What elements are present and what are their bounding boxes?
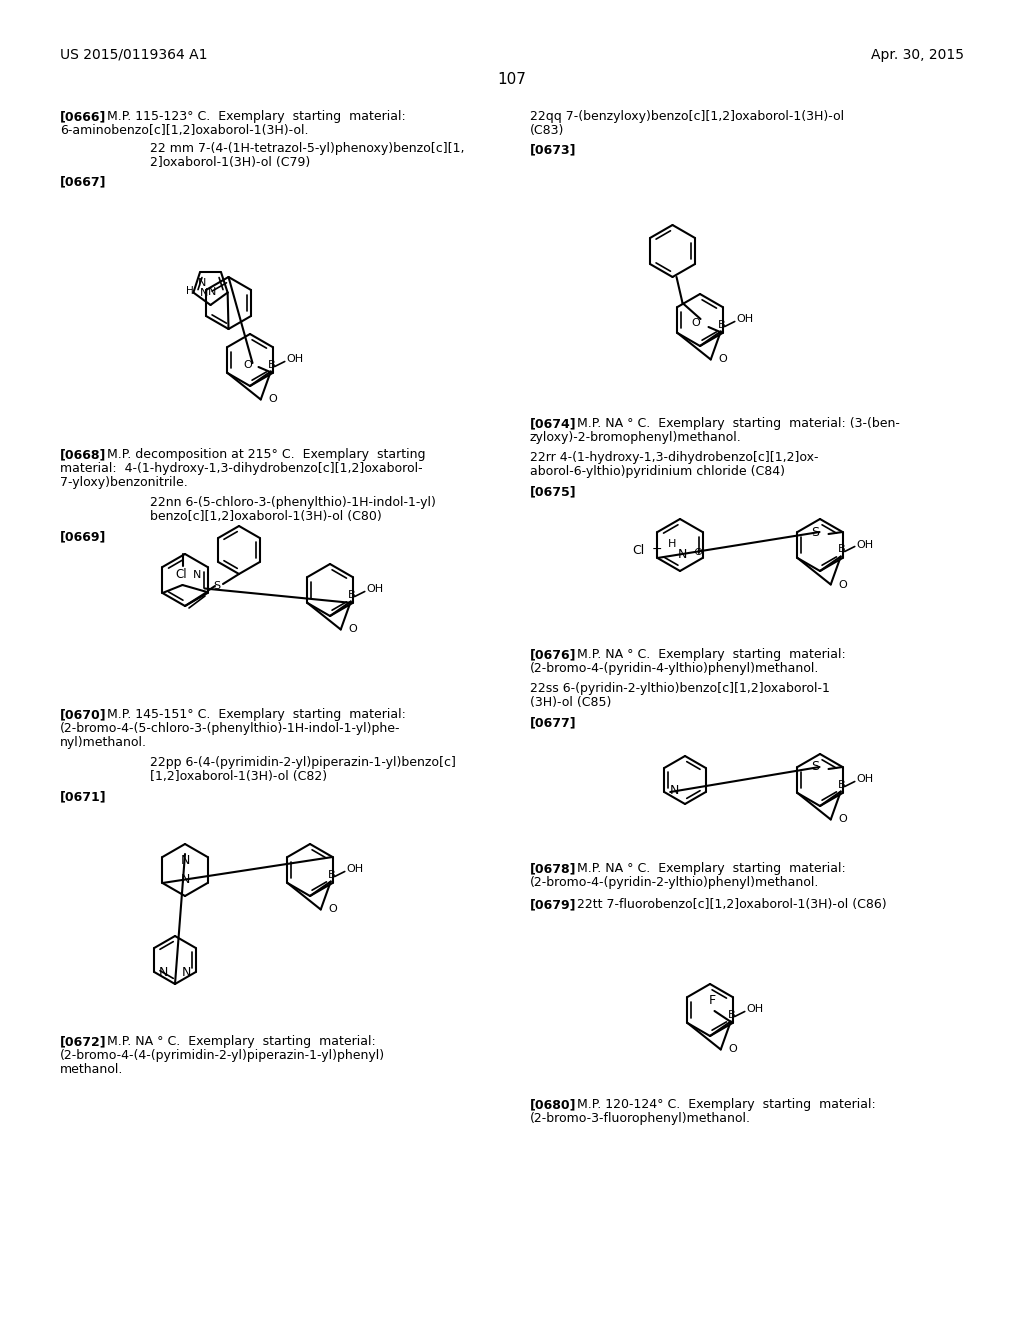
Text: N: N	[180, 873, 189, 886]
Text: B: B	[718, 319, 726, 330]
Text: M.P. 120-124° C.  Exemplary  starting  material:: M.P. 120-124° C. Exemplary starting mate…	[577, 1098, 876, 1111]
Text: N: N	[180, 854, 189, 867]
Text: M.P. NA ° C.  Exemplary  starting  material:: M.P. NA ° C. Exemplary starting material…	[577, 648, 846, 661]
Text: 2]oxaborol-1(3H)-ol (C79): 2]oxaborol-1(3H)-ol (C79)	[150, 156, 310, 169]
Text: M.P. decomposition at 215° C.  Exemplary  starting: M.P. decomposition at 215° C. Exemplary …	[106, 447, 426, 461]
Text: N: N	[193, 570, 201, 581]
Text: OH: OH	[367, 585, 384, 594]
Text: aborol-6-ylthio)pyridinium chloride (C84): aborol-6-ylthio)pyridinium chloride (C84…	[530, 465, 785, 478]
Text: B: B	[838, 544, 846, 554]
Text: O: O	[839, 814, 848, 825]
Text: [0673]: [0673]	[530, 143, 577, 156]
Text: (2-bromo-4-(5-chloro-3-(phenylthio)-1H-indol-1-yl)phe-: (2-bromo-4-(5-chloro-3-(phenylthio)-1H-i…	[60, 722, 400, 735]
Text: N: N	[159, 965, 169, 978]
Text: OH: OH	[746, 1005, 764, 1015]
Text: 22qq 7-(benzyloxy)benzo[c][1,2]oxaborol-1(3H)-ol: 22qq 7-(benzyloxy)benzo[c][1,2]oxaborol-…	[530, 110, 844, 123]
Text: S: S	[213, 581, 220, 591]
Text: 22tt 7-fluorobenzo[c][1,2]oxaborol-1(3H)-ol (C86): 22tt 7-fluorobenzo[c][1,2]oxaborol-1(3H)…	[577, 898, 887, 911]
Text: (2-bromo-3-fluorophenyl)methanol.: (2-bromo-3-fluorophenyl)methanol.	[530, 1111, 751, 1125]
Text: zyloxy)-2-bromophenyl)methanol.: zyloxy)-2-bromophenyl)methanol.	[530, 432, 741, 444]
Text: [0680]: [0680]	[530, 1098, 577, 1111]
Text: B: B	[838, 780, 846, 789]
Text: [0678]: [0678]	[530, 862, 577, 875]
Text: [0677]: [0677]	[530, 715, 577, 729]
Text: −: −	[652, 543, 663, 556]
Text: F: F	[709, 994, 716, 1007]
Text: B: B	[328, 870, 336, 879]
Text: Cl: Cl	[175, 568, 186, 581]
Text: nyl)methanol.: nyl)methanol.	[60, 737, 147, 748]
Text: OH: OH	[736, 314, 754, 325]
Text: 22ss 6-(pyridin-2-ylthio)benzo[c][1,2]oxaborol-1: 22ss 6-(pyridin-2-ylthio)benzo[c][1,2]ox…	[530, 682, 829, 696]
Text: O: O	[349, 624, 357, 635]
Text: O: O	[268, 395, 278, 404]
Text: M.P. 145-151° C.  Exemplary  starting  material:: M.P. 145-151° C. Exemplary starting mate…	[106, 708, 406, 721]
Text: O: O	[244, 360, 253, 370]
Text: [0669]: [0669]	[60, 531, 106, 543]
Text: 22rr 4-(1-hydroxy-1,3-dihydrobenzo[c][1,2]ox-: 22rr 4-(1-hydroxy-1,3-dihydrobenzo[c][1,…	[530, 451, 818, 465]
Text: US 2015/0119364 A1: US 2015/0119364 A1	[60, 48, 208, 62]
Text: benzo[c][1,2]oxaborol-1(3H)-ol (C80): benzo[c][1,2]oxaborol-1(3H)-ol (C80)	[150, 510, 382, 523]
Text: 22pp 6-(4-(pyrimidin-2-yl)piperazin-1-yl)benzo[c]: 22pp 6-(4-(pyrimidin-2-yl)piperazin-1-yl…	[150, 756, 456, 770]
Text: 7-yloxy)benzonitrile.: 7-yloxy)benzonitrile.	[60, 477, 187, 488]
Text: O: O	[839, 579, 848, 590]
Text: OH: OH	[857, 775, 873, 784]
Text: (2-bromo-4-(4-(pyrimidin-2-yl)piperazin-1-yl)phenyl): (2-bromo-4-(4-(pyrimidin-2-yl)piperazin-…	[60, 1049, 385, 1063]
Text: [0679]: [0679]	[530, 898, 577, 911]
Text: N: N	[208, 286, 217, 297]
Text: 6-aminobenzo[c][1,2]oxaborol-1(3H)-ol.: 6-aminobenzo[c][1,2]oxaborol-1(3H)-ol.	[60, 124, 308, 137]
Text: Cl: Cl	[632, 544, 644, 557]
Text: N: N	[671, 784, 680, 796]
Text: (2-bromo-4-(pyridin-2-ylthio)phenyl)methanol.: (2-bromo-4-(pyridin-2-ylthio)phenyl)meth…	[530, 876, 819, 888]
Text: M.P. 115-123° C.  Exemplary  starting  material:: M.P. 115-123° C. Exemplary starting mate…	[106, 110, 406, 123]
Text: [0672]: [0672]	[60, 1035, 106, 1048]
Text: OH: OH	[287, 355, 304, 364]
Text: methanol.: methanol.	[60, 1063, 123, 1076]
Text: [0667]: [0667]	[60, 176, 106, 187]
Text: [0676]: [0676]	[530, 648, 577, 661]
Text: N: N	[198, 279, 206, 289]
Text: M.P. NA ° C.  Exemplary  starting  material:: M.P. NA ° C. Exemplary starting material…	[577, 862, 846, 875]
Text: material:  4-(1-hydroxy-1,3-dihydrobenzo[c][1,2]oxaborol-: material: 4-(1-hydroxy-1,3-dihydrobenzo[…	[60, 462, 423, 475]
Text: (C83): (C83)	[530, 124, 564, 137]
Text: [0674]: [0674]	[530, 417, 577, 430]
Text: S: S	[811, 525, 819, 539]
Text: B: B	[268, 359, 275, 370]
Text: [0675]: [0675]	[530, 484, 577, 498]
Text: [0670]: [0670]	[60, 708, 106, 721]
Text: B: B	[348, 590, 355, 599]
Text: N: N	[181, 965, 190, 978]
Text: [0666]: [0666]	[60, 110, 106, 123]
Text: O: O	[719, 355, 727, 364]
Text: ⊕: ⊕	[694, 546, 703, 557]
Text: [0671]: [0671]	[60, 789, 106, 803]
Text: S: S	[811, 760, 819, 774]
Text: [0668]: [0668]	[60, 447, 106, 461]
Text: M.P. NA ° C.  Exemplary  starting  material: (3-(ben-: M.P. NA ° C. Exemplary starting material…	[577, 417, 900, 430]
Text: O: O	[329, 904, 338, 915]
Text: 22 mm 7-(4-(1H-tetrazol-5-yl)phenoxy)benzo[c][1,: 22 mm 7-(4-(1H-tetrazol-5-yl)phenoxy)ben…	[150, 143, 465, 154]
Text: O: O	[729, 1044, 737, 1055]
Text: H: H	[186, 286, 194, 297]
Text: 22nn 6-(5-chloro-3-(phenylthio)-1H-indol-1-yl): 22nn 6-(5-chloro-3-(phenylthio)-1H-indol…	[150, 496, 436, 510]
Text: M.P. NA ° C.  Exemplary  starting  material:: M.P. NA ° C. Exemplary starting material…	[106, 1035, 376, 1048]
Text: OH: OH	[347, 865, 364, 874]
Text: [1,2]oxaborol-1(3H)-ol (C82): [1,2]oxaborol-1(3H)-ol (C82)	[150, 770, 327, 783]
Text: 107: 107	[498, 73, 526, 87]
Text: Apr. 30, 2015: Apr. 30, 2015	[871, 48, 964, 62]
Text: N: N	[677, 548, 687, 561]
Text: O: O	[692, 318, 700, 327]
Text: N: N	[200, 288, 208, 297]
Text: (2-bromo-4-(pyridin-4-ylthio)phenyl)methanol.: (2-bromo-4-(pyridin-4-ylthio)phenyl)meth…	[530, 663, 819, 675]
Text: (3H)-ol (C85): (3H)-ol (C85)	[530, 696, 611, 709]
Text: H: H	[668, 539, 676, 549]
Text: OH: OH	[857, 540, 873, 549]
Text: B: B	[728, 1010, 735, 1019]
